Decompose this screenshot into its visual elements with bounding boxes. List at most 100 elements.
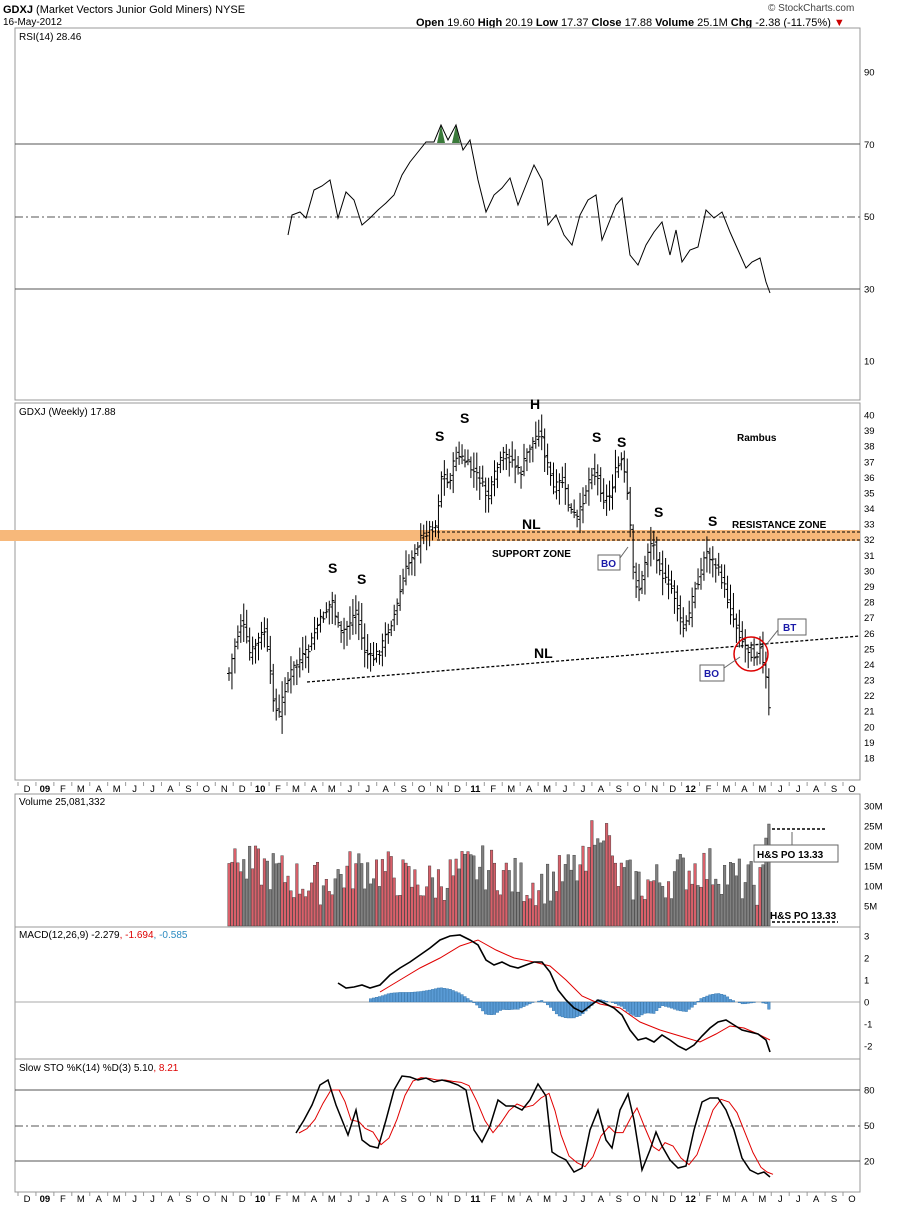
rsi-tick: 30 xyxy=(864,284,875,295)
macd-hist-bar xyxy=(484,1001,488,1015)
macd-label: MACD(12,26,9) -2.279, -1.694, -0.585 xyxy=(19,930,188,941)
macd-hist-bar xyxy=(377,996,381,1003)
volume-bar xyxy=(283,882,287,927)
rsi-tick: 50 xyxy=(864,212,875,223)
volume-bar xyxy=(248,845,252,927)
month-label: J xyxy=(778,1194,783,1205)
volume-bar xyxy=(507,870,511,927)
sto-tick: 20 xyxy=(864,1157,875,1168)
volume-bar xyxy=(658,882,662,927)
volume-bar xyxy=(575,880,579,927)
month-label: J xyxy=(365,1194,370,1205)
volume-bar xyxy=(546,863,550,927)
volume-bar xyxy=(363,888,367,927)
rsi-overbought-fill xyxy=(452,125,460,143)
volume-bar xyxy=(245,878,249,927)
volume-bar xyxy=(699,886,703,927)
volume-bar xyxy=(451,875,455,927)
macd-hist-bar xyxy=(413,991,417,1003)
macd-hist-bar xyxy=(490,1001,494,1015)
month-label: S xyxy=(616,1194,622,1205)
volume-bar xyxy=(292,897,296,927)
volume-bar xyxy=(672,871,676,927)
volume-bar xyxy=(652,880,656,927)
volume-bar xyxy=(501,870,505,927)
macd-hist-bar xyxy=(731,1000,735,1003)
volume-bar xyxy=(516,891,520,927)
macd-hist-bar xyxy=(501,1001,505,1010)
month-label: J xyxy=(796,1194,801,1205)
volume-bar xyxy=(649,881,653,927)
macd-hist-bar xyxy=(740,1001,744,1005)
month-label: 10 xyxy=(255,784,266,795)
label-bo1: BO xyxy=(601,559,616,570)
month-label: O xyxy=(203,784,210,795)
volume-bar xyxy=(254,845,258,927)
label-s8: S xyxy=(708,513,717,529)
month-label: O xyxy=(418,784,425,795)
volume-bar xyxy=(723,865,727,927)
macd-hist-bar xyxy=(616,1001,620,1006)
macd-tick: -2 xyxy=(864,1042,872,1053)
volume-bar xyxy=(563,864,567,927)
macd-hist-bar xyxy=(386,993,390,1003)
macd-hist-bar xyxy=(717,993,721,1003)
volume-bar xyxy=(265,860,269,927)
label-hs-po-2: H&S PO 13.33 xyxy=(770,911,837,922)
macd-hist-bar xyxy=(714,993,718,1003)
volume-bar xyxy=(321,885,325,927)
macd-hist-bar xyxy=(661,1001,665,1006)
month-label: J xyxy=(347,784,352,795)
volume-bar xyxy=(342,887,346,927)
macd-tick: 0 xyxy=(864,998,869,1009)
volume-bar xyxy=(590,820,594,927)
month-label: M xyxy=(507,1194,515,1205)
sto-tick: 50 xyxy=(864,1121,875,1132)
ticker-name: (Market Vectors Junior Gold Miners) xyxy=(36,4,213,16)
volume-tick: 10M xyxy=(864,882,883,893)
volume-bar xyxy=(366,862,370,927)
volume-bar xyxy=(383,871,387,927)
macd-hist-bar xyxy=(398,992,402,1003)
macd-hist-bar xyxy=(566,1001,570,1019)
volume-bar xyxy=(599,842,603,927)
macd-hist-bar xyxy=(611,1001,615,1003)
volume-bar xyxy=(419,895,423,927)
volume-bar xyxy=(619,862,623,927)
month-label: M xyxy=(758,1194,766,1205)
exchange: NYSE xyxy=(215,4,246,16)
volume-bar xyxy=(348,851,352,927)
macd-hist-bar xyxy=(439,987,443,1003)
volume-bar xyxy=(286,875,290,927)
macd-hist-bar xyxy=(401,992,405,1003)
volume-bar xyxy=(528,898,532,927)
macd-hist-bar xyxy=(726,996,730,1003)
macd-hist-bar xyxy=(434,988,438,1003)
month-label: A xyxy=(167,1194,174,1205)
month-label: D xyxy=(669,1194,676,1205)
ohlc-readout: Open 19.60 High 20.19 Low 17.37 Close 17… xyxy=(416,17,845,29)
neckline xyxy=(306,635,861,683)
macd-hist-bar xyxy=(631,1001,635,1016)
month-label: M xyxy=(113,1194,121,1205)
volume-bar xyxy=(628,859,632,927)
volume-bar xyxy=(670,898,674,927)
macd-hist-bar xyxy=(475,1001,479,1006)
price-tick: 29 xyxy=(864,582,875,593)
volume-bar xyxy=(522,901,526,927)
macd-hist-bar xyxy=(493,1001,497,1015)
month-label: A xyxy=(813,784,820,795)
volume-bar xyxy=(605,823,609,927)
volume-bar xyxy=(540,873,544,927)
volume-bar xyxy=(761,864,765,927)
volume-bar xyxy=(731,863,735,927)
volume-bar xyxy=(257,848,261,927)
chart-date: 16-May-2012 xyxy=(3,17,62,28)
macd-hist-bar xyxy=(531,1001,535,1003)
macd-hist-bar xyxy=(560,1001,564,1018)
macd-hist-bar xyxy=(425,990,429,1003)
macd-hist-bar xyxy=(684,1001,688,1012)
price-tick: 36 xyxy=(864,473,875,484)
volume-bar xyxy=(752,884,756,927)
